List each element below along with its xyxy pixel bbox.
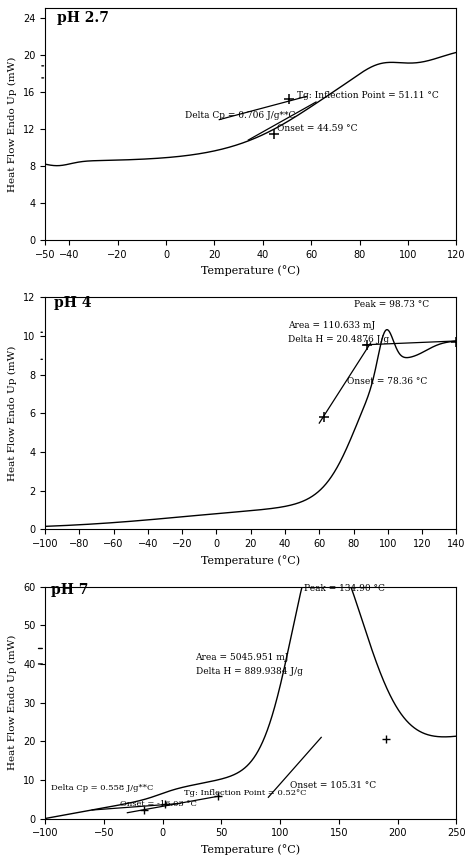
X-axis label: Temperature (°C): Temperature (°C) [201, 844, 301, 854]
X-axis label: Temperature (°C): Temperature (°C) [201, 555, 301, 565]
Text: Onset = 44.59 °C: Onset = 44.59 °C [277, 123, 358, 133]
Text: Area = 5045.951 mJ: Area = 5045.951 mJ [195, 653, 289, 662]
X-axis label: Temperature (°C): Temperature (°C) [201, 266, 301, 276]
Text: Onset = -16.03 °C: Onset = -16.03 °C [120, 800, 197, 808]
Text: Delta Cp = 0.558 J/g**C: Delta Cp = 0.558 J/g**C [51, 784, 154, 791]
Text: Area = 110.633 mJ: Area = 110.633 mJ [289, 321, 376, 331]
Text: Delta H = 20.4876 J/g: Delta H = 20.4876 J/g [289, 335, 390, 344]
Text: Peak = 98.73 °C: Peak = 98.73 °C [354, 300, 428, 309]
Text: pH 4: pH 4 [54, 296, 91, 310]
Text: Tg: Inflection Point = 51.11 °C: Tg: Inflection Point = 51.11 °C [297, 91, 438, 100]
Text: pH 7: pH 7 [51, 583, 88, 597]
Y-axis label: Heat Flow Endo Up (mW): Heat Flow Endo Up (mW) [9, 346, 18, 481]
Text: Peak = 134.90 °C: Peak = 134.90 °C [304, 583, 384, 593]
Text: Delta H = 889.9384 J/g: Delta H = 889.9384 J/g [195, 666, 302, 676]
Text: pH 2.7: pH 2.7 [57, 11, 109, 25]
Text: Delta Cp = 0.706 J/g**C: Delta Cp = 0.706 J/g**C [185, 110, 296, 120]
Text: Tg: Inflection Point = 0.52°C: Tg: Inflection Point = 0.52°C [184, 790, 306, 797]
Y-axis label: Heat Flow Endo Up (mW): Heat Flow Endo Up (mW) [9, 57, 18, 192]
Y-axis label: Heat Flow Endo Up (mW): Heat Flow Endo Up (mW) [9, 635, 18, 771]
Text: Onset = 105.31 °C: Onset = 105.31 °C [290, 781, 375, 790]
Text: Onset = 78.36 °C: Onset = 78.36 °C [346, 377, 427, 387]
